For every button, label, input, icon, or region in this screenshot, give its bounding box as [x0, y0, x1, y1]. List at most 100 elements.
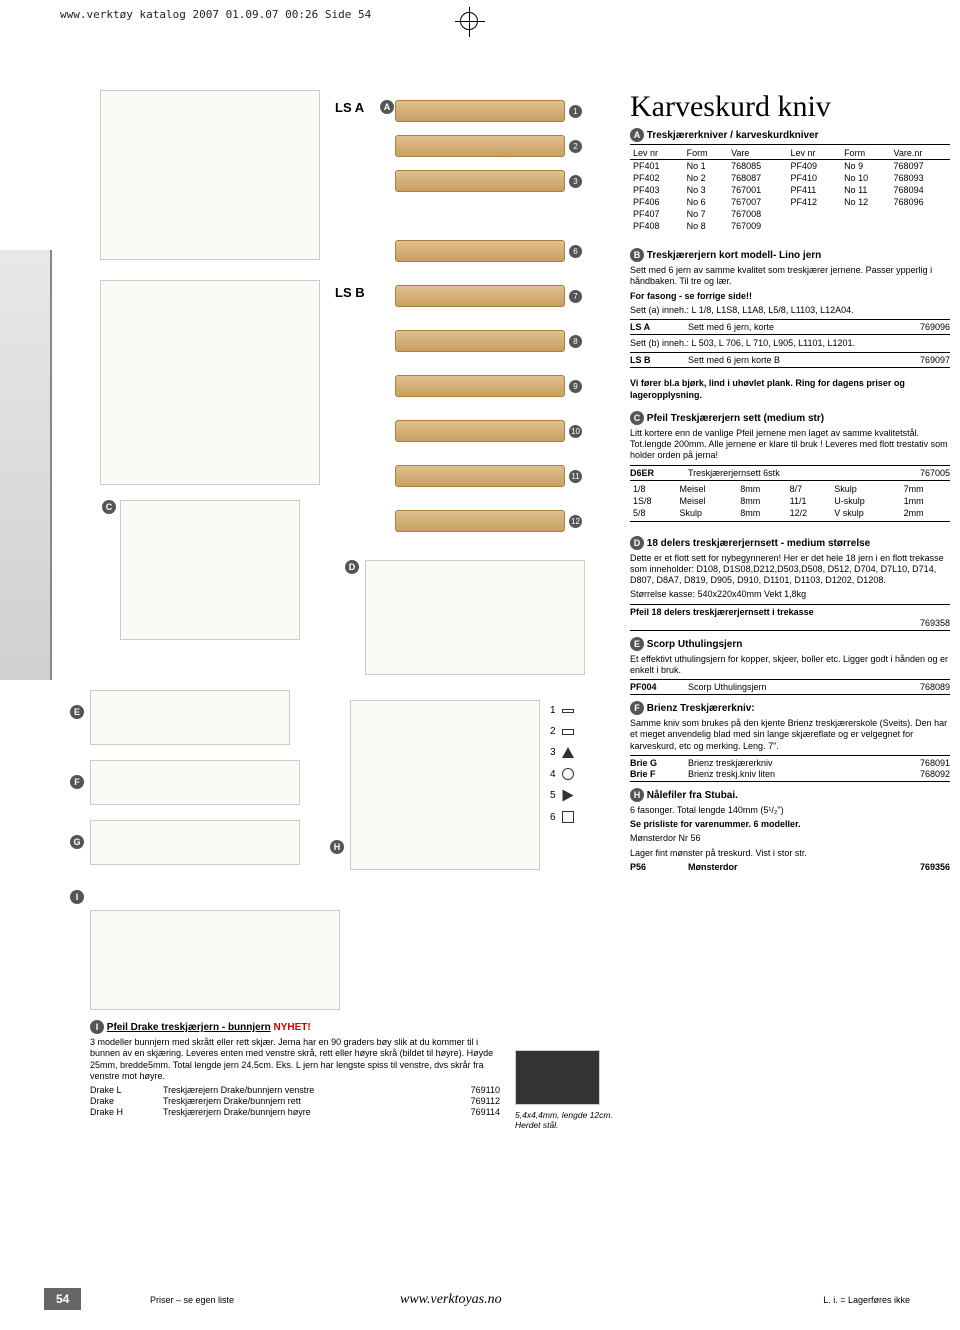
cell: 767009 — [728, 220, 787, 232]
cell: 767007 — [728, 196, 787, 208]
section-e-p1: Et effektivt uthulingsjern for kopper, s… — [630, 654, 950, 677]
image-f — [90, 760, 300, 805]
row-p56: P56 Mønsterdor 769356 — [630, 862, 950, 872]
cell: PF403 — [630, 184, 684, 196]
cell: No 11 — [841, 184, 890, 196]
th: Lev nr — [787, 147, 841, 160]
knife-image — [395, 420, 565, 442]
cell: 767001 — [728, 184, 787, 196]
num-8: 8 — [569, 335, 582, 348]
cell: 5/8 — [630, 507, 677, 519]
section-d-p1: Dette er et flott sett for nybegynneren!… — [630, 553, 950, 587]
cell: Skulp — [677, 507, 738, 519]
cell: PF409 — [787, 160, 841, 173]
section-d-head: 18 delers treskjærerjernsett - medium st… — [647, 538, 870, 549]
knife-image — [395, 375, 565, 397]
row-18set-num: 769358 — [630, 618, 950, 628]
cell: No 10 — [841, 172, 890, 184]
label-lsa: LS A — [335, 100, 364, 115]
cell: V skulp — [831, 507, 900, 519]
image-set-lsb — [100, 280, 320, 485]
knife-image — [395, 510, 565, 532]
section-c-p1: Litt kortere enn de vanlige Pfeil jernen… — [630, 428, 950, 462]
cell — [787, 208, 841, 220]
th: Form — [841, 147, 890, 160]
cell: 767008 — [728, 208, 787, 220]
marker-c-text: C — [630, 411, 644, 425]
image-e — [90, 690, 290, 745]
header-print-note: www.verktøy katalog 2007 01.09.07 00:26 … — [60, 8, 371, 21]
cell: 8mm — [737, 507, 786, 519]
marker-h-text: H — [630, 788, 644, 802]
cell: PF401 — [630, 160, 684, 173]
cell: No 1 — [684, 160, 728, 173]
section-b-p1: Sett med 6 jern av samme kvalitet som tr… — [630, 265, 950, 288]
page-title: Karveskurd kniv — [630, 90, 950, 124]
cell: 768096 — [891, 196, 950, 208]
marker-e-text: E — [630, 637, 644, 651]
row-lsb: LS B Sett med 6 jern korte B 769097 — [630, 355, 950, 365]
cell: 12/2 — [787, 507, 832, 519]
nyhet-badge: NYHET! — [274, 1022, 311, 1033]
footer-left: Priser – se egen liste — [150, 1295, 234, 1305]
cell: No 6 — [684, 196, 728, 208]
section-h-p1: 6 fasonger. Total lengde 140mm (5¹/₂") — [630, 805, 950, 816]
marker-e: E — [70, 705, 84, 719]
image-h-files — [350, 700, 540, 870]
cell — [891, 220, 950, 232]
marker-d-text: D — [630, 536, 644, 550]
shape-num: 3 — [550, 747, 556, 758]
footer: 54 Priser – se egen liste www.verktoyas.… — [0, 1280, 960, 1310]
row-d6er: D6ER Treskjærerjernsett 6stk 767005 — [630, 468, 950, 478]
cell: 11/1 — [787, 495, 832, 507]
section-h-p4: Lager fint mønster på treskurd. Vist i s… — [630, 848, 950, 859]
row-pf004: PF004 Scorp Uthulingsjern 768089 — [630, 682, 950, 692]
section-i-p1: 3 modeller bunnjern med skrått eller ret… — [90, 1037, 500, 1082]
footer-url: www.verktoyas.no — [400, 1292, 502, 1308]
footer-right: L. i. = Lagerføres ikke — [823, 1295, 910, 1305]
table-a: Lev nr Form Vare Lev nr Form Vare.nr PF4… — [630, 147, 950, 232]
image-set-d — [365, 560, 585, 675]
num-11: 11 — [569, 470, 582, 483]
promo-text: Vi fører bl.a bjørk, lind i uhøvlet plan… — [630, 378, 950, 401]
table-c: 1/8Meisel8mm8/7Skulp7mm1S/8Meisel8mm11/1… — [630, 483, 950, 519]
marker-b-text: B — [630, 248, 644, 262]
th: Vare — [728, 147, 787, 160]
cell: 8/7 — [787, 483, 832, 495]
num-9: 9 — [569, 380, 582, 393]
image-g — [90, 820, 300, 865]
cell: No 2 — [684, 172, 728, 184]
section-i-head: Pfeil Drake treskjærjern - bunnjern — [107, 1022, 271, 1033]
knife-image — [395, 100, 565, 122]
section-i-block: I Pfeil Drake treskjærjern - bunnjern NY… — [90, 1020, 500, 1118]
knife-image — [395, 465, 565, 487]
cell: PF410 — [787, 172, 841, 184]
file-shape-legend: 1 2 3 4 5 6 — [550, 705, 574, 823]
marker-g: G — [70, 835, 84, 849]
cell: 768097 — [891, 160, 950, 173]
shape-num: 5 — [550, 790, 556, 801]
cell: Meisel — [677, 495, 738, 507]
section-c-head: Pfeil Treskjærerjern sett (medium str) — [647, 413, 824, 424]
label-lsb: LS B — [335, 285, 365, 300]
cell — [891, 208, 950, 220]
crop-mark — [460, 12, 478, 30]
marker-f-text: F — [630, 701, 644, 715]
page-number: 54 — [44, 1288, 81, 1310]
knife-image — [395, 285, 565, 307]
marker-a: A — [380, 100, 394, 114]
cell: 8mm — [737, 495, 786, 507]
section-h-p3: Mønsterdor Nr 56 — [630, 833, 950, 844]
th: Vare.nr — [891, 147, 950, 160]
knife-image — [395, 135, 565, 157]
cell: 2mm — [901, 507, 950, 519]
cell: No 8 — [684, 220, 728, 232]
section-d-p2: Størrelse kasse: 540x220x40mm Vekt 1,8kg — [630, 589, 950, 600]
marker-f: F — [70, 775, 84, 789]
th: Form — [684, 147, 728, 160]
image-set-c — [120, 500, 300, 640]
num-1: 1 — [569, 105, 582, 118]
marker-a-text: A — [630, 128, 644, 142]
cell: 768094 — [891, 184, 950, 196]
knife-image — [395, 240, 565, 262]
